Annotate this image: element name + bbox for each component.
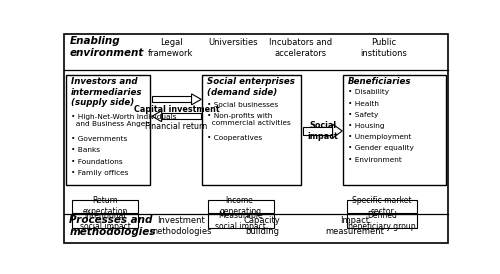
- Text: • Health: • Health: [348, 101, 379, 107]
- Text: Legal
framework: Legal framework: [148, 38, 194, 58]
- Bar: [162, 113, 201, 119]
- Bar: [348, 199, 417, 213]
- Text: Processes and
methodologies: Processes and methodologies: [70, 215, 156, 237]
- Text: • Housing: • Housing: [348, 123, 385, 129]
- Text: • Social businesses: • Social businesses: [206, 102, 278, 108]
- Text: Investment
methodologies: Investment methodologies: [150, 216, 212, 236]
- Polygon shape: [152, 111, 162, 122]
- Text: • Governments: • Governments: [71, 136, 128, 142]
- Polygon shape: [192, 94, 201, 105]
- Text: • Cooperatives: • Cooperatives: [206, 135, 262, 141]
- Text: • Family offices: • Family offices: [71, 170, 128, 176]
- Text: Impact
measurement: Impact measurement: [326, 216, 384, 236]
- Text: • Disability: • Disability: [348, 89, 389, 95]
- Text: Capacity
building: Capacity building: [244, 216, 281, 236]
- Text: • Foundations: • Foundations: [71, 159, 122, 165]
- Text: Investors and
intermediaries
(supply side): Investors and intermediaries (supply sid…: [71, 77, 142, 107]
- Bar: [72, 214, 138, 228]
- Bar: [66, 75, 150, 185]
- Bar: [72, 199, 138, 213]
- Text: • Gender equality: • Gender equality: [348, 145, 414, 151]
- Text: Defined
beneficiary group: Defined beneficiary group: [348, 211, 416, 231]
- Text: • Banks: • Banks: [71, 147, 100, 153]
- Text: Enabling
environment: Enabling environment: [70, 36, 144, 58]
- Bar: [303, 127, 332, 135]
- Text: • Safety: • Safety: [348, 112, 378, 118]
- Text: Public
institutions: Public institutions: [360, 38, 408, 58]
- Polygon shape: [332, 124, 342, 138]
- Text: Specific market
sector: Specific market sector: [352, 196, 412, 216]
- Text: Financial return: Financial return: [146, 122, 208, 131]
- Bar: [344, 75, 446, 185]
- Text: Social enterprises
(demand side): Social enterprises (demand side): [206, 77, 294, 97]
- Text: Income-
generating: Income- generating: [220, 196, 262, 216]
- Text: Capital investment: Capital investment: [134, 105, 220, 114]
- Text: Beneficiaries: Beneficiaries: [348, 77, 412, 86]
- Bar: [348, 214, 417, 228]
- Bar: [208, 199, 274, 213]
- Text: Social
impact: Social impact: [307, 121, 338, 141]
- Text: • Non-profits with
  commercial activities: • Non-profits with commercial activities: [206, 113, 290, 126]
- Bar: [202, 75, 301, 185]
- Bar: [152, 96, 192, 102]
- Bar: [208, 214, 274, 228]
- Text: Incubators and
accelerators: Incubators and accelerators: [269, 38, 332, 58]
- Text: Measurable
social impact: Measurable social impact: [216, 211, 266, 231]
- Text: Universities: Universities: [208, 38, 258, 47]
- Text: Return
expectation: Return expectation: [82, 196, 128, 216]
- Text: Intentional
social impact: Intentional social impact: [80, 211, 130, 231]
- Text: • Unemployment: • Unemployment: [348, 134, 412, 140]
- Text: • High-Net-Worth Individuals
  and Business Angels: • High-Net-Worth Individuals and Busines…: [71, 114, 176, 127]
- Text: • Environment: • Environment: [348, 156, 402, 162]
